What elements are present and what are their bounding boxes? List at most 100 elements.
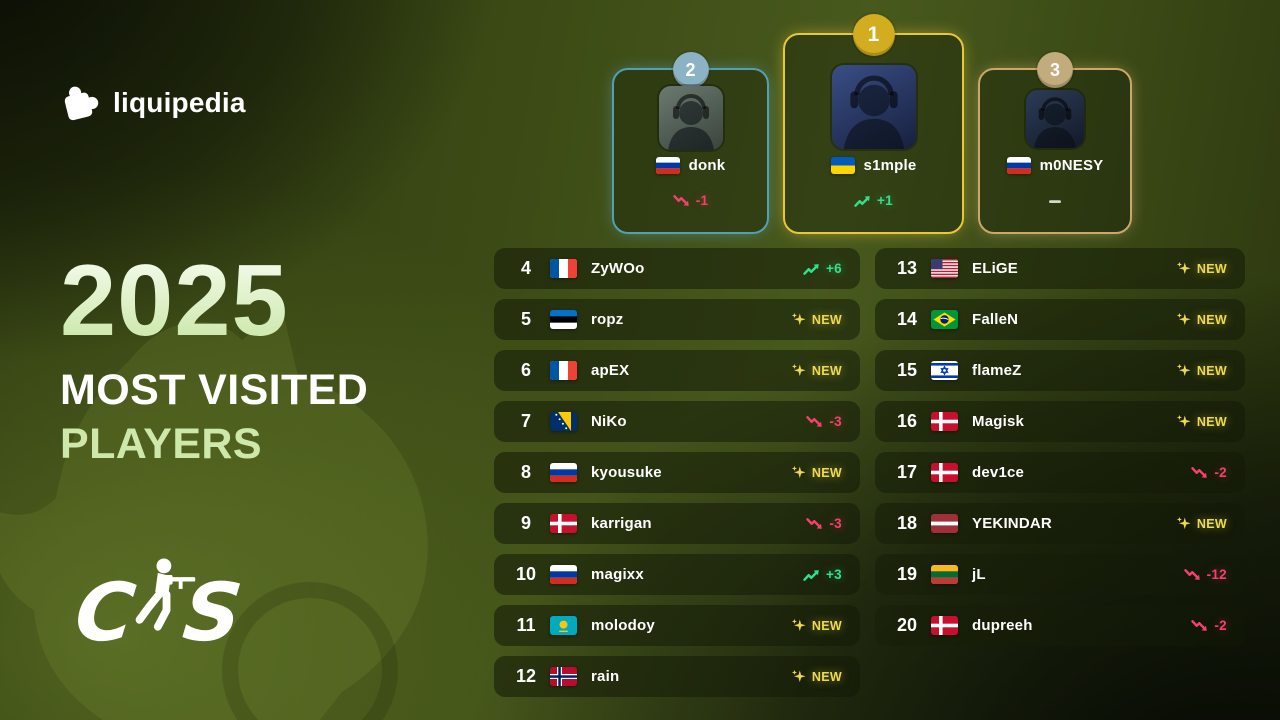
title-block: 2025 MOST VISITED PLAYERS (60, 249, 369, 469)
ranking-row-10: 10 magixx +3 (494, 554, 860, 595)
player-avatar (658, 86, 723, 150)
change-indicator: +3 (803, 567, 842, 582)
player-name: flameZ (972, 362, 1022, 379)
puzzle-piece-icon (64, 86, 99, 121)
change-indicator: NEW (791, 465, 842, 480)
rank-number: 19 (896, 564, 918, 584)
ranking-row-16: 16 Magisk NEW (875, 401, 1245, 442)
flag-lv-icon (931, 514, 958, 533)
ranking-column-left: 4 ZyWOo +6 5 ropz NEW 6 apEX NEW 7 NiKo … (494, 248, 860, 697)
player-name: ropz (591, 311, 624, 328)
horse-watermark (0, 308, 428, 720)
player-avatar (831, 65, 916, 149)
flag-ru-icon (550, 565, 577, 584)
player-name: ZyWOo (591, 260, 645, 277)
ranking-row-5: 5 ropz NEW (494, 299, 860, 340)
trend-down-icon (1191, 619, 1208, 631)
player-avatar (1026, 90, 1084, 148)
rank-number: 16 (896, 411, 918, 431)
podium-card-rank-2: 2 donk -1 (612, 52, 769, 234)
player-name: s1mple (863, 157, 917, 174)
title-line1: MOST VISITED (60, 366, 369, 415)
flag-ru-icon (655, 157, 680, 174)
trend-down-icon (806, 517, 823, 529)
cs2-logo: C S (70, 546, 270, 669)
trend-up-icon (803, 263, 819, 275)
change-indicator: NEW (1176, 414, 1227, 429)
trend-down-icon (1191, 466, 1208, 478)
brand-text: liquipedia (113, 86, 246, 118)
flag-ee-icon (550, 310, 577, 329)
ranking-row-17: 17 dev1ce -2 (875, 452, 1245, 493)
sparkle-icon (791, 669, 806, 683)
rank-number: 13 (896, 258, 918, 278)
player-name: NiKo (591, 413, 627, 430)
ranking-row-6: 6 apEX NEW (494, 350, 860, 391)
dash-icon (1049, 200, 1061, 204)
rank-number: 8 (520, 462, 531, 482)
change-indicator: NEW (1176, 261, 1227, 276)
change-indicator: NEW (791, 669, 842, 684)
trend-down-icon (672, 194, 689, 206)
change-indicator: -3 (806, 516, 842, 531)
rank-number: 6 (520, 360, 531, 380)
rank-number: 15 (896, 360, 918, 380)
player-name: magixx (591, 566, 644, 583)
podium-card-rank-1: 1 s1mple +1 (783, 14, 964, 234)
player-name: FalleN (972, 311, 1019, 328)
player-name: kyousuke (591, 464, 662, 481)
rank-badge: 3 (1037, 52, 1073, 88)
flag-dk-icon (550, 514, 577, 533)
rank-number: 17 (896, 462, 918, 482)
sparkle-icon (791, 363, 806, 377)
flag-no-icon (550, 667, 577, 686)
ranking-row-13: 13 ELiGE NEW (875, 248, 1245, 289)
player-name: Magisk (972, 413, 1025, 430)
rank-number: 18 (896, 513, 918, 533)
player-name: dupreeh (972, 617, 1033, 634)
rank-number: 5 (520, 309, 531, 329)
rank-number: 9 (520, 513, 531, 533)
soldier-silhouette-icon (135, 558, 196, 631)
ranking-row-9: 9 karrigan -3 (494, 503, 860, 544)
change-indicator: -3 (806, 414, 842, 429)
rank-badge: 1 (852, 14, 895, 56)
change-indicator: +1 (785, 193, 962, 208)
sparkle-icon (1176, 312, 1191, 326)
player-name: rain (591, 668, 620, 685)
player-name: apEX (591, 362, 630, 379)
flag-ua-icon (830, 157, 855, 174)
player-photo-silhouette (843, 75, 904, 149)
player-name: jL (972, 566, 986, 583)
ranking-column-right: 13 ELiGE NEW 14 FalleN NEW 15 flameZ NEW… (875, 248, 1245, 646)
ranking-row-18: 18 YEKINDAR NEW (875, 503, 1245, 544)
ranking-row-19: 19 jL -12 (875, 554, 1245, 595)
player-name-row: s1mple (785, 157, 962, 174)
rank-number: 10 (515, 564, 537, 584)
ranking-row-15: 15 flameZ NEW (875, 350, 1245, 391)
ranking-row-11: 11 molodoy NEW (494, 605, 860, 646)
change-indicator: -12 (1183, 567, 1227, 582)
ranking-row-8: 8 kyousuke NEW (494, 452, 860, 493)
player-name: donk (688, 157, 726, 174)
cs-letter-c: C (71, 566, 140, 659)
title-year: 2025 (60, 249, 368, 353)
change-indicator: +6 (803, 261, 842, 276)
flag-il-icon (931, 361, 958, 380)
flag-us-icon (931, 259, 958, 278)
sparkle-icon (791, 312, 806, 326)
flag-fr-icon (550, 259, 577, 278)
change-indicator: -2 (1191, 465, 1227, 480)
ranking-row-20: 20 dupreeh -2 (875, 605, 1245, 646)
sparkle-icon (1176, 261, 1191, 275)
ranking-row-4: 4 ZyWOo +6 (494, 248, 860, 289)
trend-down-icon (806, 415, 823, 427)
flag-dk-icon (931, 616, 958, 635)
flag-ba-icon (550, 412, 577, 431)
sparkle-icon (791, 465, 806, 479)
change-indicator: -1 (614, 193, 767, 208)
flag-lt-icon (931, 565, 958, 584)
trend-up-icon (803, 569, 819, 581)
rank-number: 7 (520, 411, 531, 431)
player-name: dev1ce (972, 464, 1025, 481)
